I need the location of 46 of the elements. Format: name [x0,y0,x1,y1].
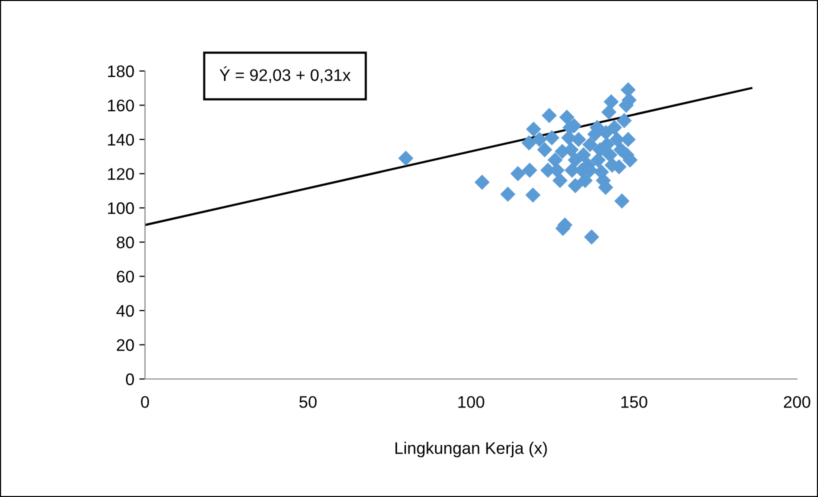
point [576,147,592,162]
y-tick-label: 140 [108,134,134,146]
point [620,82,636,98]
point [606,120,622,136]
y-tick-label: 160 [108,100,134,112]
point [552,172,568,188]
point [620,132,636,148]
point [542,108,557,124]
x-axis-title: Lingkungan Kerja (x) [395,442,547,458]
y-tick-label: 0 [126,373,134,386]
point [537,142,552,158]
x-tick-label: 100 [458,396,484,408]
point [526,122,542,137]
x-tick-label: 200 [784,396,810,408]
point [601,104,617,120]
x-tick-label: 150 [621,396,648,408]
point [577,172,593,188]
y-tick-label: 180 [108,65,134,78]
y-tick-label: 40 [116,304,134,317]
x-tick-label: 0 [141,396,149,408]
point [616,113,632,128]
y-tick-label: 120 [108,168,134,180]
point [544,130,560,146]
point [525,187,541,203]
y-tick-label: 100 [108,202,134,214]
point [474,174,490,190]
point [570,132,586,148]
point [521,135,537,150]
y-tick-label: 20 [116,339,134,351]
point [568,178,583,194]
point [584,229,600,245]
point [582,136,598,152]
point [604,94,619,110]
x-tick-label: 50 [299,396,317,408]
point [510,166,526,182]
point [559,110,574,125]
y-tick-label: 80 [116,236,134,248]
point [548,152,563,168]
annotation: Ý = 92,03 + 0,31x [220,66,351,83]
y-tick-label: 60 [116,270,134,283]
point [614,193,630,209]
point [398,150,414,166]
point [602,147,618,162]
point [522,162,538,178]
point [500,186,516,202]
point [532,132,548,148]
